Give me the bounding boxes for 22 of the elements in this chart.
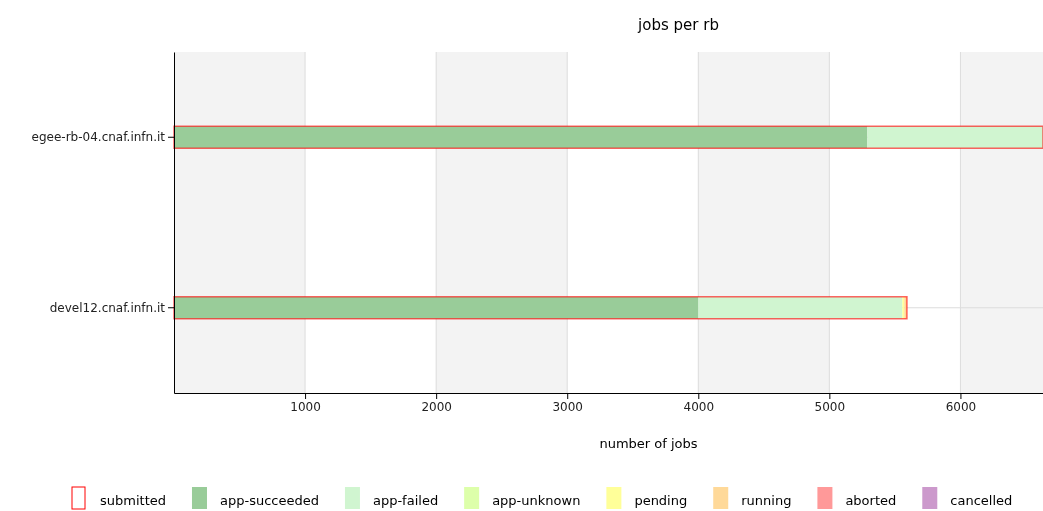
chart-title: jobs per rb <box>637 16 719 34</box>
bar <box>698 296 903 319</box>
legend-label: app-succeeded <box>219 493 319 508</box>
legend-label: submitted <box>100 493 166 508</box>
x-tick-label: 5000 <box>814 399 846 414</box>
legend-label: cancelled <box>950 493 1013 508</box>
legend-label: app-failed <box>372 493 439 508</box>
x-tick-label: 4000 <box>683 399 715 414</box>
y-tick-label: devel12.cnaf.infn.it <box>49 300 166 315</box>
y-tick-label: egee-rb-04.cnaf.infn.it <box>31 130 166 145</box>
x-tick-label: 6000 <box>945 399 977 414</box>
legend-label: aborted <box>845 493 897 508</box>
x-tick-label: 1000 <box>290 399 321 414</box>
legend-label: pending <box>634 493 688 508</box>
x-tick-label: 2000 <box>421 399 452 414</box>
legend-label: running <box>741 493 792 508</box>
legend-label: app-unknown <box>492 493 581 508</box>
x-axis-title: number of jobs <box>599 436 698 451</box>
bar <box>867 126 1043 149</box>
x-tick-label: 3000 <box>552 399 583 414</box>
bar <box>174 296 699 319</box>
bar <box>174 126 868 149</box>
